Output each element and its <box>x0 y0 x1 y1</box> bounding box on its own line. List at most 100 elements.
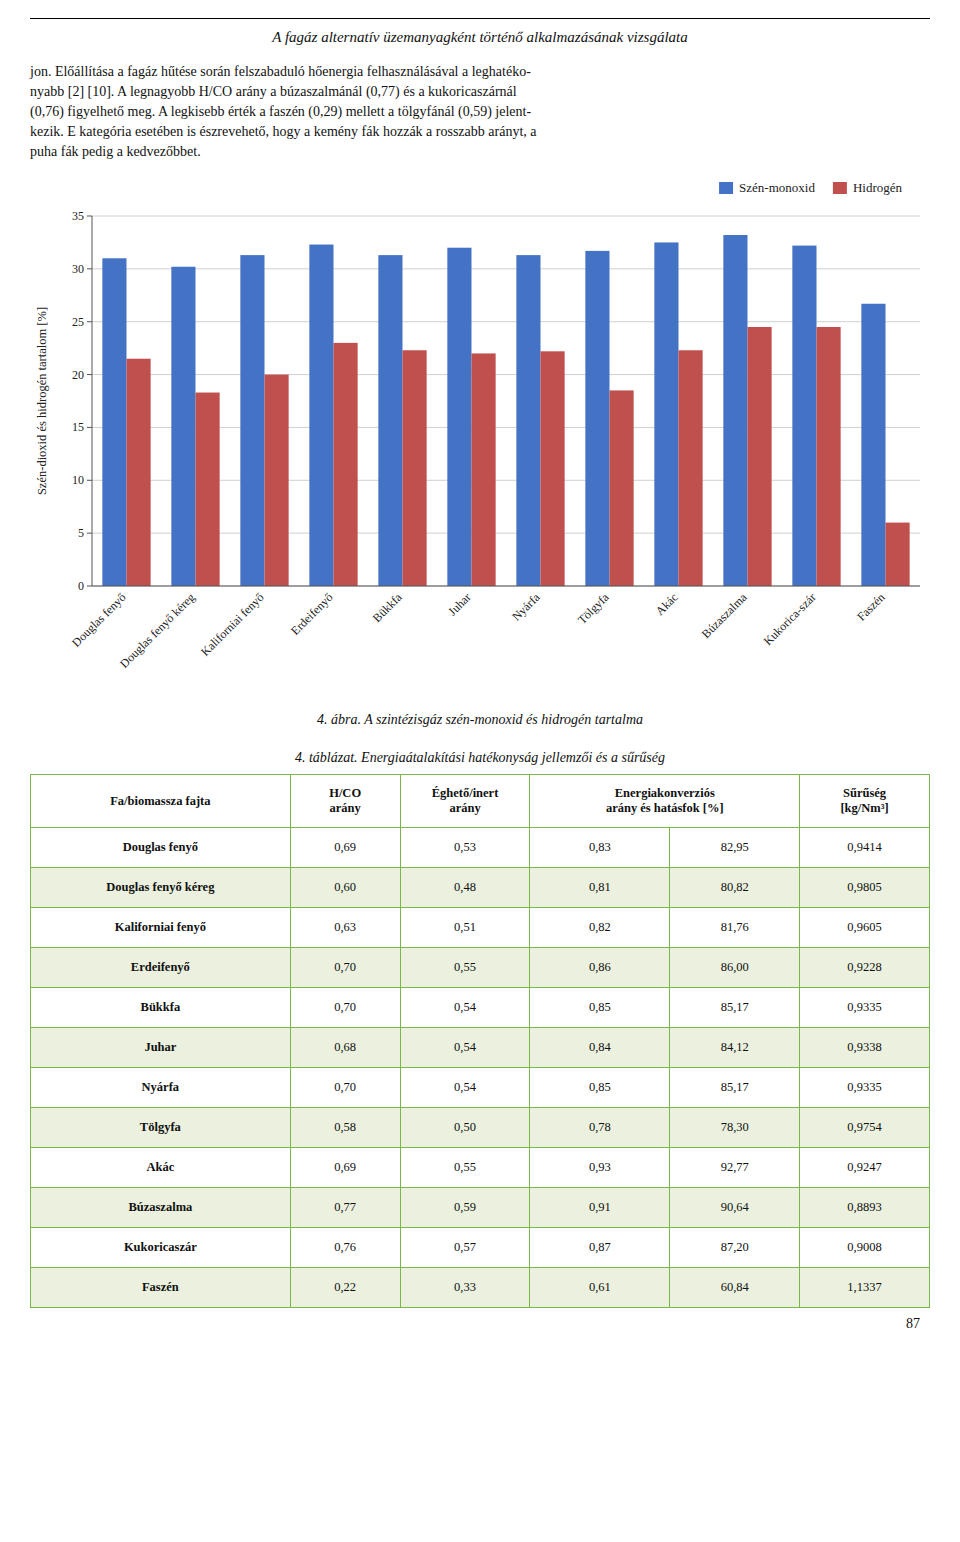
bar <box>102 258 126 586</box>
table-cell: 0,84 <box>530 1028 670 1068</box>
table-cell: 0,63 <box>290 908 400 948</box>
table-cell: 0,87 <box>530 1228 670 1268</box>
table-cell: 60,84 <box>670 1268 800 1308</box>
table-cell: 0,9414 <box>800 828 930 868</box>
y-tick <box>87 216 92 217</box>
x-tick-label: Douglas fenyő kéreg <box>117 590 198 671</box>
bar <box>334 343 358 586</box>
x-axis-line <box>92 586 920 587</box>
bar <box>817 327 841 586</box>
x-tick-label: Akác <box>653 590 681 618</box>
x-tick-label: Búzaszalma <box>699 590 750 641</box>
table-cell: 0,55 <box>400 948 530 988</box>
table-cell: 0,9247 <box>800 1148 930 1188</box>
grid-line <box>92 216 920 217</box>
table-cell: 0,48 <box>400 868 530 908</box>
table-cell: 0,9754 <box>800 1108 930 1148</box>
table-cell: 0,59 <box>400 1188 530 1228</box>
table-cell: 0,51 <box>400 908 530 948</box>
table-title: 4. táblázat. Energiaátalakítási hatékony… <box>30 750 930 766</box>
table-cell: 0,57 <box>400 1228 530 1268</box>
bar <box>541 351 565 586</box>
bar-chart: 05101520253035Douglas fenyőDouglas fenyő… <box>30 176 930 706</box>
table-cell: 0,8893 <box>800 1188 930 1228</box>
table-cell: 0,22 <box>290 1268 400 1308</box>
table-cell: 0,77 <box>290 1188 400 1228</box>
table-cell: 0,76 <box>290 1228 400 1268</box>
table-cell: Kaliforniai fenyő <box>31 908 291 948</box>
table-cell: Kukoricaszár <box>31 1228 291 1268</box>
y-tick <box>87 427 92 428</box>
paragraph-line: nyabb [2] [10]. A legnagyobb H/CO arány … <box>30 82 930 102</box>
table-cell: 0,53 <box>400 828 530 868</box>
bar <box>127 359 151 586</box>
bar <box>679 350 703 586</box>
page-title: A fagáz alternatív üzemanyagként történő… <box>30 18 930 46</box>
legend-swatch <box>833 182 847 194</box>
table-cell: Akác <box>31 1148 291 1188</box>
table-header: Sűrűség [kg/Nm³] <box>800 775 930 828</box>
bar <box>309 245 333 586</box>
table-cell: 0,85 <box>530 1068 670 1108</box>
table-cell: 0,9335 <box>800 988 930 1028</box>
table-cell: 0,9228 <box>800 948 930 988</box>
table-cell: 0,54 <box>400 988 530 1028</box>
table-cell: 0,81 <box>530 868 670 908</box>
table-header: Energiakonverziós arány és hatásfok [%] <box>530 775 800 828</box>
legend-entry: Hidrogén <box>853 180 903 195</box>
table-header: Fa/biomassza fajta <box>31 775 291 828</box>
x-tick-label: Kukorica-szár <box>761 590 819 648</box>
table-cell: Douglas fenyő <box>31 828 291 868</box>
bar <box>240 255 264 586</box>
paragraph-line: puha fák pedig a kedvezőbbet. <box>30 142 930 162</box>
table-cell: 0,86 <box>530 948 670 988</box>
table-cell: 0,61 <box>530 1268 670 1308</box>
bars <box>102 235 909 586</box>
x-tick-label: Tölgyfa <box>575 590 612 627</box>
table-cell: 90,64 <box>670 1188 800 1228</box>
y-tick-label: 20 <box>72 368 84 382</box>
bar <box>403 350 427 586</box>
table-cell: 0,55 <box>400 1148 530 1188</box>
y-axis-line <box>92 216 93 586</box>
table-cell: 0,9008 <box>800 1228 930 1268</box>
table-cell: 85,17 <box>670 1068 800 1108</box>
table-cell: 0,70 <box>290 1068 400 1108</box>
table-cell: 0,93 <box>530 1148 670 1188</box>
table-cell: 0,54 <box>400 1068 530 1108</box>
table-cell: 0,9805 <box>800 868 930 908</box>
bar <box>516 255 540 586</box>
x-tick-label: Douglas fenyő <box>69 590 129 650</box>
y-tick-label: 10 <box>72 473 84 487</box>
paragraph-line: jon. Előállítása a fagáz hűtése során fe… <box>30 62 930 82</box>
table-header: Éghető/inert arány <box>400 775 530 828</box>
y-tick-label: 0 <box>78 579 84 593</box>
y-tick-label: 25 <box>72 315 84 329</box>
bar <box>378 255 402 586</box>
table-cell: 0,69 <box>290 1148 400 1188</box>
x-tick-label: Kaliforniai fenyő <box>198 590 267 659</box>
table-cell: 0,9335 <box>800 1068 930 1108</box>
page: A fagáz alternatív üzemanyagként történő… <box>30 0 930 1332</box>
bar <box>792 246 816 586</box>
table-cell: 0,78 <box>530 1108 670 1148</box>
bar <box>748 327 772 586</box>
bar <box>472 353 496 586</box>
table-cell: 80,82 <box>670 868 800 908</box>
page-number: 87 <box>30 1316 930 1332</box>
table-cell: 78,30 <box>670 1108 800 1148</box>
table-cell: 0,70 <box>290 988 400 1028</box>
table-cell: 85,17 <box>670 988 800 1028</box>
x-tick-label: Faszén <box>854 590 887 623</box>
table-cell: 0,9605 <box>800 908 930 948</box>
paragraph-line: kezik. E kategória esetében is észrevehe… <box>30 122 930 142</box>
table-cell: Búzaszalma <box>31 1188 291 1228</box>
legend-entry: Szén-monoxid <box>739 180 815 195</box>
table-cell: 0,50 <box>400 1108 530 1148</box>
paragraph-line: (0,76) figyelhető meg. A legkisebb érték… <box>30 102 930 122</box>
x-tick-label: Erdeifenyő <box>288 590 336 638</box>
table-cell: Erdeifenyő <box>31 948 291 988</box>
bar <box>654 242 678 586</box>
bar <box>610 390 634 586</box>
x-tick-label: Juhar <box>445 590 473 618</box>
